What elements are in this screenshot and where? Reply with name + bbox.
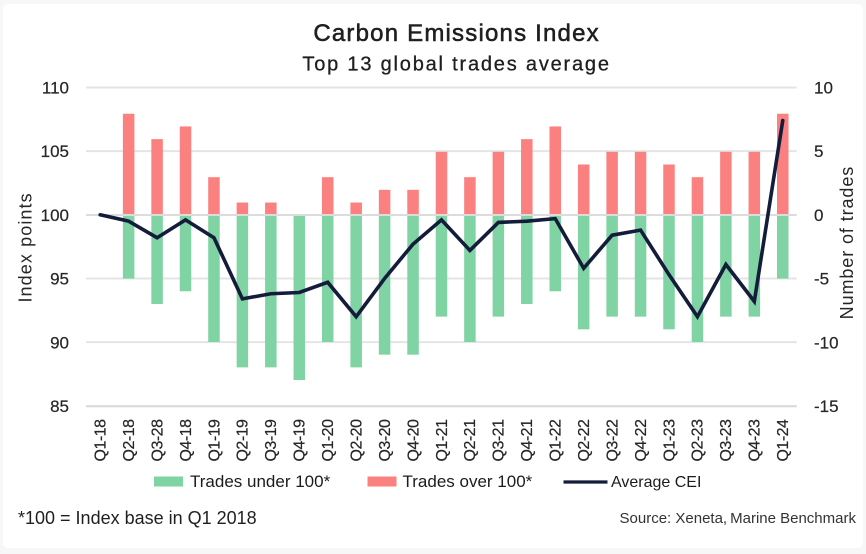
svg-text:Q1-19: Q1-19 (206, 419, 223, 462)
svg-text:Q1-20: Q1-20 (320, 419, 337, 462)
svg-text:Q3-20: Q3-20 (377, 419, 394, 462)
svg-text:Q2-21: Q2-21 (462, 419, 479, 462)
svg-text:Q1-22: Q1-22 (548, 419, 565, 462)
svg-text:Q1-21: Q1-21 (434, 419, 451, 462)
svg-text:Q4-22: Q4-22 (633, 419, 650, 462)
svg-text:Q1-23: Q1-23 (661, 419, 678, 462)
svg-text:Q4-18: Q4-18 (178, 419, 195, 462)
svg-text:5: 5 (814, 142, 823, 161)
svg-text:*100 = Index base in Q1 2018: *100 = Index base in Q1 2018 (18, 508, 257, 528)
svg-text:Index points: Index points (16, 192, 36, 302)
svg-text:Q3-21: Q3-21 (491, 419, 508, 462)
svg-text:Average CEI: Average CEI (611, 474, 701, 491)
svg-text:Q2-22: Q2-22 (576, 419, 593, 462)
svg-text:Q3-23: Q3-23 (718, 419, 735, 462)
svg-text:Trades over 100*: Trades over 100* (403, 472, 533, 491)
svg-text:Q2-19: Q2-19 (235, 419, 252, 462)
svg-text:Q1-18: Q1-18 (93, 419, 110, 462)
svg-text:Q4-23: Q4-23 (747, 419, 764, 462)
svg-text:-10: -10 (814, 333, 839, 352)
svg-text:Carbon Emissions Index: Carbon Emissions Index (313, 20, 600, 47)
svg-text:Q4-19: Q4-19 (292, 419, 309, 462)
svg-text:-15: -15 (814, 397, 839, 416)
svg-text:Q3-19: Q3-19 (263, 419, 280, 462)
svg-text:Q3-28: Q3-28 (149, 419, 166, 462)
svg-text:Q2-20: Q2-20 (348, 419, 365, 462)
svg-text:10: 10 (814, 79, 833, 98)
svg-text:95: 95 (50, 270, 69, 289)
svg-text:90: 90 (50, 333, 69, 352)
svg-text:0: 0 (814, 206, 823, 225)
svg-text:105: 105 (41, 142, 69, 161)
svg-text:-5: -5 (814, 270, 829, 289)
svg-text:Trades under 100*: Trades under 100* (190, 472, 331, 491)
svg-text:Number of trades: Number of trades (837, 166, 857, 319)
svg-text:Q2-18: Q2-18 (121, 419, 138, 462)
svg-text:Top 13 global trades average: Top 13 global trades average (302, 54, 610, 76)
svg-text:Source: Xeneta, Marine Benchma: Source: Xeneta, Marine Benchmark (620, 510, 857, 527)
svg-text:Q4-20: Q4-20 (405, 419, 422, 462)
svg-text:110: 110 (42, 79, 69, 98)
svg-text:Q1-24: Q1-24 (775, 419, 792, 462)
svg-text:100: 100 (41, 206, 69, 225)
svg-text:Q3-22: Q3-22 (604, 419, 621, 462)
svg-text:85: 85 (50, 397, 69, 416)
svg-text:Q4-21: Q4-21 (519, 419, 536, 462)
svg-text:Q2-23: Q2-23 (690, 419, 707, 462)
